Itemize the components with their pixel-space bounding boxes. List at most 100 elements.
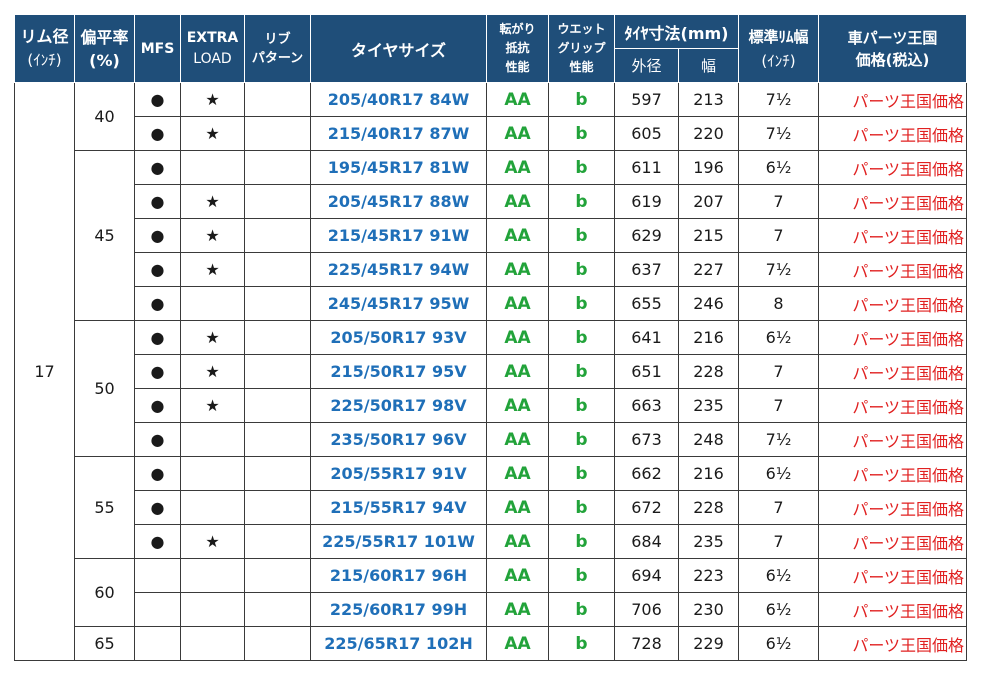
mfs-mark: ● xyxy=(134,456,181,491)
price-cell: パーツ王国価格 xyxy=(818,456,967,491)
extra-load-mark xyxy=(180,490,245,525)
outer-diameter-cell: 619 xyxy=(614,184,679,219)
rib-pattern-cell xyxy=(244,320,311,355)
rolling-resistance-grade: AA xyxy=(486,388,549,423)
tire-size-cell: 205/45R17 88W xyxy=(310,184,487,219)
table-row: 225/60R17 99H AA b 706 230 6½ パーツ王国価格 xyxy=(15,592,967,627)
table-row: ● 235/50R17 96V AA b 673 248 7½ パーツ王国価格 xyxy=(15,422,967,457)
rolling-resistance-grade: AA xyxy=(486,422,549,457)
table-row: 45 ● 195/45R17 81W AA b 611 196 6½ パーツ王国価格 xyxy=(15,150,967,321)
extra-load-mark: ★ xyxy=(180,320,245,355)
price-cell: パーツ王国価格 xyxy=(818,286,967,321)
rib-pattern-cell xyxy=(244,558,311,593)
rolling-resistance-grade: AA xyxy=(486,286,549,321)
rolling-resistance-grade: AA xyxy=(486,558,549,593)
standard-rim-width-cell: 6½ xyxy=(738,456,819,491)
rib-pattern-cell xyxy=(244,116,311,151)
wet-grip-grade: b xyxy=(548,626,615,661)
extra-load-mark: ★ xyxy=(180,524,245,559)
mfs-mark: ● xyxy=(134,150,181,185)
rolling-resistance-grade: AA xyxy=(486,524,549,559)
price-cell: パーツ王国価格 xyxy=(818,184,967,219)
mfs-mark xyxy=(134,592,181,627)
standard-rim-width-cell: 7 xyxy=(738,388,819,423)
mfs-mark: ● xyxy=(134,184,181,219)
rib-pattern-cell xyxy=(244,252,311,287)
wet-grip-grade: b xyxy=(548,150,615,185)
rib-pattern-cell xyxy=(244,82,311,117)
aspect-ratio-cell: 60 xyxy=(74,558,135,627)
outer-diameter-cell: 641 xyxy=(614,320,679,355)
width-cell: 215 xyxy=(678,218,739,253)
mfs-mark: ● xyxy=(134,286,181,321)
rim-diameter-cell: 17 xyxy=(14,82,75,661)
header-width: 幅 xyxy=(678,48,739,83)
table-body: 17 40 ● ★ 205/40R17 84W AA b 597 213 7½ パーツ王国価格 ● ★ 2… xyxy=(14,82,967,661)
tire-size-cell: 225/50R17 98V xyxy=(310,388,487,423)
rib-pattern-cell xyxy=(244,626,311,661)
table-row: 65 225/65R17 102H AA b 728 229 6½ パーツ王国価格 xyxy=(15,626,967,661)
rolling-resistance-grade: AA xyxy=(486,592,549,627)
tire-size-cell: 215/55R17 94V xyxy=(310,490,487,525)
standard-rim-width-cell: 6½ xyxy=(738,592,819,627)
header-rim-diameter: リム径 (ｲﾝﾁ) xyxy=(14,14,75,83)
mfs-mark xyxy=(134,558,181,593)
outer-diameter-cell: 684 xyxy=(614,524,679,559)
extra-load-mark xyxy=(180,456,245,491)
rolling-resistance-grade: AA xyxy=(486,456,549,491)
tire-size-cell: 215/60R17 96H xyxy=(310,558,487,593)
width-cell: 223 xyxy=(678,558,739,593)
outer-diameter-cell: 662 xyxy=(614,456,679,491)
extra-load-mark: ★ xyxy=(180,218,245,253)
extra-load-mark: ★ xyxy=(180,354,245,389)
extra-load-mark xyxy=(180,558,245,593)
standard-rim-width-cell: 7 xyxy=(738,184,819,219)
wet-grip-grade: b xyxy=(548,456,615,491)
outer-diameter-cell: 611 xyxy=(614,150,679,185)
width-cell: 227 xyxy=(678,252,739,287)
standard-rim-width-cell: 7 xyxy=(738,490,819,525)
table-row: ● ★ 215/40R17 87W AA b 605 220 7½ パーツ王国価格 xyxy=(15,116,967,151)
width-cell: 235 xyxy=(678,388,739,423)
outer-diameter-cell: 651 xyxy=(614,354,679,389)
rolling-resistance-grade: AA xyxy=(486,150,549,185)
price-cell: パーツ王国価格 xyxy=(818,320,967,355)
outer-diameter-cell: 597 xyxy=(614,82,679,117)
width-cell: 228 xyxy=(678,490,739,525)
header-wet-grip: ウエット グリップ 性能 xyxy=(548,14,615,83)
tire-size-cell: 245/45R17 95W xyxy=(310,286,487,321)
outer-diameter-cell: 629 xyxy=(614,218,679,253)
tire-size-cell: 235/50R17 96V xyxy=(310,422,487,457)
wet-grip-grade: b xyxy=(548,354,615,389)
price-cell: パーツ王国価格 xyxy=(818,150,967,185)
standard-rim-width-cell: 6½ xyxy=(738,626,819,661)
width-cell: 213 xyxy=(678,82,739,117)
price-cell: パーツ王国価格 xyxy=(818,82,967,117)
table-row: ● ★ 215/50R17 95V AA b 651 228 7 パーツ王国価格 xyxy=(15,354,967,389)
aspect-ratio-cell: 45 xyxy=(74,150,135,321)
extra-load-mark xyxy=(180,626,245,661)
tire-size-cell: 215/50R17 95V xyxy=(310,354,487,389)
standard-rim-width-cell: 6½ xyxy=(738,320,819,355)
header-aspect-ratio: 偏平率 (%) xyxy=(74,14,135,83)
mfs-mark: ● xyxy=(134,490,181,525)
outer-diameter-cell: 673 xyxy=(614,422,679,457)
extra-load-mark xyxy=(180,150,245,185)
price-cell: パーツ王国価格 xyxy=(818,626,967,661)
outer-diameter-cell: 706 xyxy=(614,592,679,627)
rib-pattern-cell xyxy=(244,422,311,457)
rolling-resistance-grade: AA xyxy=(486,320,549,355)
width-cell: 196 xyxy=(678,150,739,185)
width-cell: 248 xyxy=(678,422,739,457)
extra-load-mark xyxy=(180,286,245,321)
mfs-mark: ● xyxy=(134,320,181,355)
price-cell: パーツ王国価格 xyxy=(818,422,967,457)
tire-size-table: リム径 (ｲﾝﾁ) 偏平率 (%) MFS EXTRA LOAD リブ パターン タイヤ… xyxy=(14,14,967,661)
mfs-mark: ● xyxy=(134,524,181,559)
wet-grip-grade: b xyxy=(548,558,615,593)
rolling-resistance-grade: AA xyxy=(486,82,549,117)
mfs-mark xyxy=(134,626,181,661)
price-cell: パーツ王国価格 xyxy=(818,558,967,593)
width-cell: 229 xyxy=(678,626,739,661)
wet-grip-grade: b xyxy=(548,252,615,287)
